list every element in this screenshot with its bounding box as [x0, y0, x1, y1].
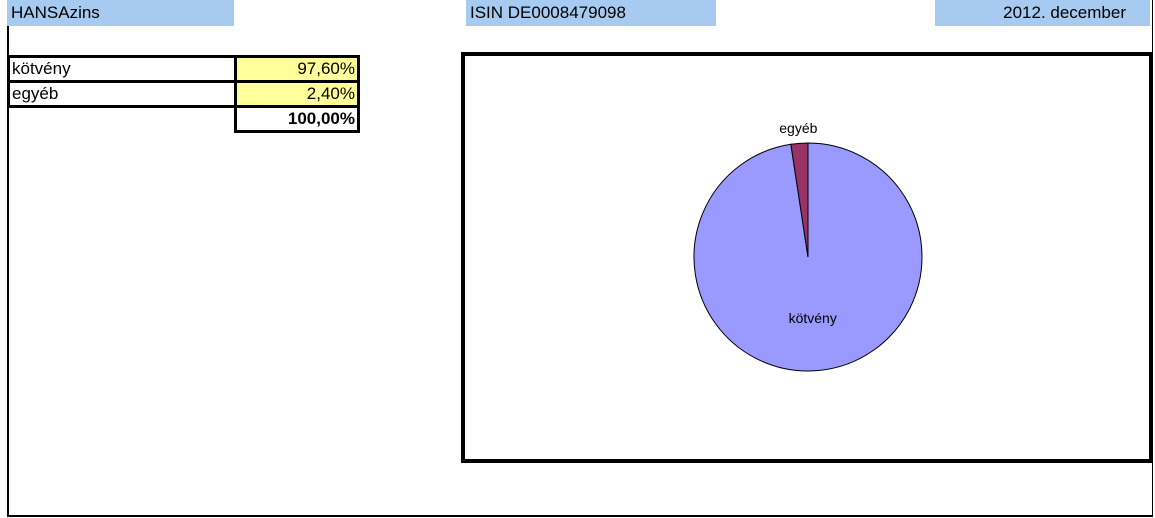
cell: 97,60% — [234, 55, 360, 83]
cell: egyéb — [7, 80, 237, 108]
pie-slice — [790, 142, 809, 258]
cell: 2,40% — [234, 80, 360, 108]
slice-label: kötvény — [789, 310, 837, 326]
chart-box — [461, 52, 1153, 463]
date: 2012. december — [935, 0, 1150, 26]
isin: ISIN DE0008479098 — [466, 0, 716, 26]
fund-name: HANSAzins — [7, 0, 234, 26]
allocation-table: kötvény 97,60% egyéb 2,40% 100,00% — [7, 55, 360, 133]
cell: kötvény — [7, 55, 237, 83]
slice-label: egyéb — [779, 120, 817, 136]
total-cell: 100,00% — [234, 105, 360, 133]
